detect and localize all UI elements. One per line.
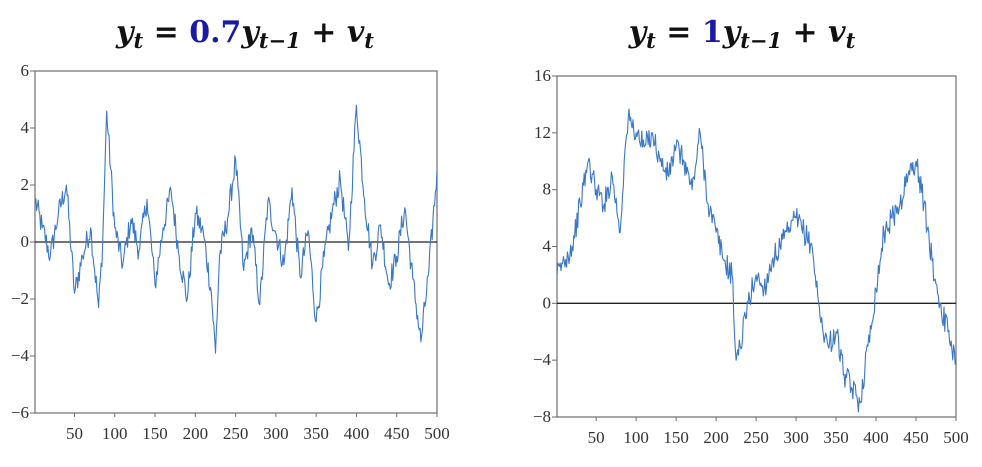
chart-2-x-tick-label: 350 xyxy=(823,428,849,447)
chart-1-x-tick-label: 200 xyxy=(183,424,209,443)
chart-1-x-tick-label: 400 xyxy=(344,424,370,443)
chart-2-x-tick-label: 100 xyxy=(623,428,649,447)
chart-2-x-tick-label: 450 xyxy=(903,428,929,447)
chart-2-y-tick-label: 12 xyxy=(534,123,551,142)
chart-2-y-tick-label: −4 xyxy=(533,350,552,369)
chart-2-x-tick-label: 300 xyxy=(783,428,809,447)
chart-1-y-tick-label: 0 xyxy=(21,232,30,251)
chart-1-y-tick-label: 4 xyxy=(21,118,30,137)
chart-1-series-line xyxy=(34,104,438,354)
chart-2-title: yt = 1yt−1 + vt xyxy=(628,15,856,53)
chart-2-x-tick-label: 150 xyxy=(663,428,689,447)
chart-1-x-tick-label: 50 xyxy=(66,424,83,443)
chart-1-x-tick-label: 100 xyxy=(102,424,128,443)
chart-1-y-tick-label: 2 xyxy=(21,175,30,194)
chart-2-y-tick-label: 16 xyxy=(534,66,551,85)
chart-2-x-tick-label: 500 xyxy=(943,428,969,447)
chart-1-y-tick-label: 6 xyxy=(21,61,30,80)
chart-1-x-tick-label: 450 xyxy=(384,424,410,443)
chart-2-x-tick-label: 250 xyxy=(743,428,769,447)
chart-1-x-tick-label: 150 xyxy=(142,424,168,443)
chart-1-y-tick-label: −4 xyxy=(11,346,30,365)
chart-1-title: yt = 0.7yt−1 + vt xyxy=(115,15,374,53)
chart-1-y-tick-label: −6 xyxy=(11,403,29,422)
chart-1-x-tick-label: 300 xyxy=(263,424,289,443)
chart-2-x-tick-label: 400 xyxy=(863,428,889,447)
chart-2-x-tick-label: 50 xyxy=(588,428,605,447)
chart-2-y-tick-label: 8 xyxy=(543,180,552,199)
chart-1-y-tick-label: −2 xyxy=(11,289,29,308)
chart-1-x-tick-label: 350 xyxy=(303,424,329,443)
chart-2-y-tick-label: 4 xyxy=(543,237,552,256)
chart-2-y-tick-label: −8 xyxy=(533,407,551,426)
chart-1-x-tick-label: 500 xyxy=(424,424,450,443)
chart-2-plot-frame xyxy=(556,75,957,418)
chart-2-x-tick-label: 200 xyxy=(703,428,729,447)
chart-2-series-line xyxy=(556,108,957,413)
chart-1-x-tick-label: 250 xyxy=(223,424,249,443)
chart-2-y-tick-label: 0 xyxy=(543,293,552,312)
